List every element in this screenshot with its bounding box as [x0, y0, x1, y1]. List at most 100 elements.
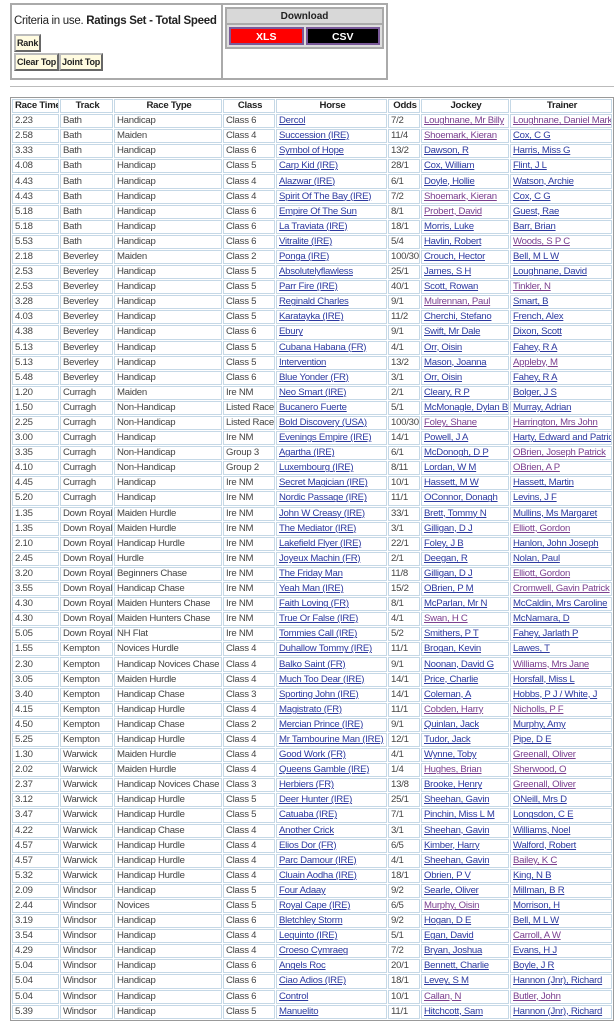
- trainer-link[interactable]: Cox, C G: [513, 130, 551, 142]
- jockey-link[interactable]: Searle, Oliver: [424, 884, 479, 896]
- horse-link[interactable]: The Friday Man: [279, 567, 343, 579]
- jockey-link[interactable]: McParlan, Mr N: [424, 598, 488, 610]
- trainer-link[interactable]: Carroll, A W: [513, 930, 561, 942]
- horse-link[interactable]: Ciao Adios (IRE): [279, 975, 346, 987]
- trainer-link[interactable]: Cromwell, Gavin Patrick: [513, 583, 610, 595]
- trainer-link[interactable]: Appleby, M: [513, 356, 558, 368]
- trainer-link[interactable]: Millman, B R: [513, 884, 565, 896]
- horse-link[interactable]: Ponga (IRE): [279, 250, 330, 262]
- jockey-link[interactable]: Cleary, R P: [424, 386, 470, 398]
- jockey-link[interactable]: McDonogh, D P: [424, 447, 489, 459]
- trainer-link[interactable]: Fahey, Jarlath P: [513, 628, 579, 640]
- jockey-link[interactable]: OBrien, P M: [424, 583, 474, 595]
- trainer-link[interactable]: Murray, Adrian: [513, 401, 572, 413]
- horse-link[interactable]: Cubana Habana (FR): [279, 341, 367, 353]
- jockey-link[interactable]: Hughes, Brian: [424, 764, 482, 776]
- horse-link[interactable]: Empire Of The Sun: [279, 205, 357, 217]
- jockey-link[interactable]: Cobden, Harry: [424, 703, 484, 715]
- jockey-link[interactable]: Gilligan, D J: [424, 522, 473, 534]
- jockey-link[interactable]: Egan, David: [424, 930, 474, 942]
- trainer-link[interactable]: McCaldin, Mrs Caroline: [513, 598, 608, 610]
- jockey-link[interactable]: Doyle, Hollie: [424, 175, 475, 187]
- trainer-link[interactable]: Williams, Mrs Jane: [513, 658, 589, 670]
- jockey-link[interactable]: Brett, Tommy N: [424, 507, 487, 519]
- jockey-link[interactable]: McMonagle, Dylan B: [424, 401, 509, 413]
- horse-link[interactable]: Much Too Dear (IRE): [279, 673, 365, 685]
- trainer-link[interactable]: Hannon (Jnr), Richard: [513, 1005, 603, 1017]
- trainer-link[interactable]: Bolger, J S: [513, 386, 557, 398]
- horse-link[interactable]: Royal Cape (IRE): [279, 900, 351, 912]
- horse-link[interactable]: Another Crick: [279, 824, 334, 836]
- jockey-link[interactable]: Bennett, Charlie: [424, 960, 489, 972]
- trainer-link[interactable]: Watson, Archie: [513, 175, 574, 187]
- jockey-link[interactable]: Brogan, Kevin: [424, 643, 482, 655]
- trainer-link[interactable]: Fahey, R A: [513, 371, 558, 383]
- jockey-link[interactable]: Murphy, Oisin: [424, 900, 480, 912]
- trainer-link[interactable]: Bell, M L W: [513, 250, 559, 262]
- trainer-link[interactable]: Hassett, Martin: [513, 477, 574, 489]
- trainer-link[interactable]: Williams, Noel: [513, 824, 571, 836]
- trainer-link[interactable]: Longsdon, C E: [513, 809, 574, 821]
- horse-link[interactable]: Joyeux Machin (FR): [279, 552, 361, 564]
- rank-button[interactable]: Rank: [14, 34, 42, 52]
- jockey-link[interactable]: Probert, David: [424, 205, 482, 217]
- horse-link[interactable]: Elios Dor (FR): [279, 839, 337, 851]
- jockey-link[interactable]: Lordan, W M: [424, 462, 477, 474]
- horse-link[interactable]: Absolutelyflawless: [279, 266, 353, 278]
- horse-link[interactable]: La Traviata (IRE): [279, 220, 348, 232]
- trainer-link[interactable]: Bell, M L W: [513, 915, 559, 927]
- trainer-link[interactable]: Horsfall, Miss L: [513, 673, 575, 685]
- trainer-link[interactable]: Hanlon, John Joseph: [513, 537, 599, 549]
- horse-link[interactable]: Sporting John (IRE): [279, 688, 359, 700]
- horse-link[interactable]: Spirit Of The Bay (IRE): [279, 190, 372, 202]
- jockey-link[interactable]: Shoemark, Kieran: [424, 190, 497, 202]
- jockey-link[interactable]: Scott, Rowan: [424, 281, 479, 293]
- jockey-link[interactable]: Bryan, Joshua: [424, 945, 483, 957]
- jockey-link[interactable]: Sheehan, Gavin: [424, 854, 490, 866]
- jockey-link[interactable]: Swift, Mr Dale: [424, 326, 481, 338]
- trainer-link[interactable]: Tinkler, N: [513, 281, 551, 293]
- jockey-link[interactable]: Foley, Shane: [424, 417, 477, 429]
- horse-link[interactable]: Good Work (FR): [279, 749, 346, 761]
- horse-link[interactable]: Balko Saint (FR): [279, 658, 346, 670]
- horse-link[interactable]: Herbiers (FR): [279, 779, 334, 791]
- jockey-link[interactable]: Foley, J B: [424, 537, 464, 549]
- jockey-link[interactable]: Hogan, D E: [424, 915, 472, 927]
- horse-link[interactable]: Karatayka (IRE): [279, 311, 344, 323]
- trainer-link[interactable]: Smart, B: [513, 296, 549, 308]
- jockey-link[interactable]: Mason, Joanna: [424, 356, 487, 368]
- horse-link[interactable]: Four Adaay: [279, 884, 326, 896]
- trainer-link[interactable]: Dixon, Scott: [513, 326, 562, 338]
- horse-link[interactable]: Queens Gamble (IRE): [279, 764, 370, 776]
- trainer-link[interactable]: Cox, C G: [513, 190, 551, 202]
- jockey-link[interactable]: Powell, J A: [424, 432, 469, 444]
- horse-link[interactable]: The Mediator (IRE): [279, 522, 357, 534]
- trainer-link[interactable]: Flint, J L: [513, 160, 547, 172]
- jockey-link[interactable]: Hassett, M W: [424, 477, 479, 489]
- horse-link[interactable]: Bucanero Fuerte: [279, 401, 347, 413]
- jockey-link[interactable]: Brooke, Henry: [424, 779, 483, 791]
- trainer-link[interactable]: OBrien, A P: [513, 462, 560, 474]
- trainer-link[interactable]: Pipe, D E: [513, 733, 552, 745]
- trainer-link[interactable]: Mullins, Ms Margaret: [513, 507, 598, 519]
- horse-link[interactable]: Angels Roc: [279, 960, 326, 972]
- horse-link[interactable]: Reginald Charles: [279, 296, 349, 308]
- trainer-link[interactable]: Morrison, H: [513, 900, 560, 912]
- horse-link[interactable]: Manuelito: [279, 1005, 319, 1017]
- jockey-link[interactable]: Price, Charlie: [424, 673, 479, 685]
- jockey-link[interactable]: Gilligan, D J: [424, 567, 473, 579]
- jockey-link[interactable]: Quinlan, Jack: [424, 718, 479, 730]
- jockey-link[interactable]: Callan, N: [424, 990, 462, 1002]
- trainer-link[interactable]: Murphy, Amy: [513, 718, 566, 730]
- horse-link[interactable]: Symbol of Hope: [279, 145, 344, 157]
- horse-link[interactable]: Duhallow Tommy (IRE): [279, 643, 372, 655]
- horse-link[interactable]: Parc Damour (IRE): [279, 854, 357, 866]
- horse-link[interactable]: Ebury: [279, 326, 303, 338]
- trainer-link[interactable]: Loughnane, David: [513, 266, 587, 278]
- horse-link[interactable]: Luxembourg (IRE): [279, 462, 354, 474]
- horse-link[interactable]: Secret Magician (IRE): [279, 477, 368, 489]
- trainer-link[interactable]: Loughnane, Daniel Mark: [513, 115, 612, 127]
- trainer-link[interactable]: Bailey, K C: [513, 854, 557, 866]
- horse-link[interactable]: Dercol: [279, 115, 306, 127]
- horse-link[interactable]: Bold Discovery (USA): [279, 417, 367, 429]
